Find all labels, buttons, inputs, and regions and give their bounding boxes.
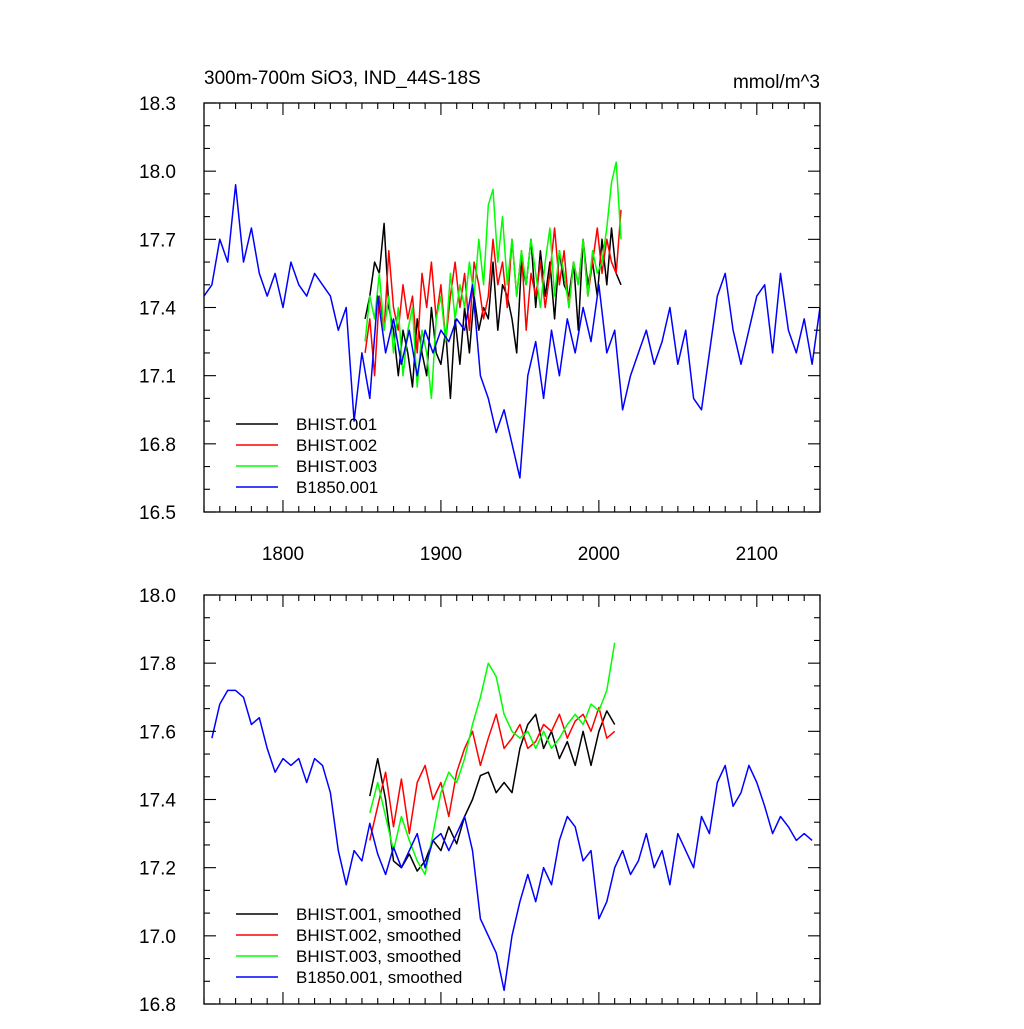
y-tick-label: 17.1 <box>139 367 176 388</box>
y-tick-label: 16.5 <box>139 503 176 524</box>
series-line-2-4 <box>211 689 813 992</box>
series-line-1-2 <box>364 209 622 377</box>
legend-label: BHIST.003, smoothed <box>296 947 461 966</box>
x-tick-label: 1900 <box>420 544 462 565</box>
x-tick-label: 1800 <box>262 544 304 565</box>
series-line-2-3 <box>369 642 616 876</box>
y-tick-label: 16.8 <box>139 435 176 456</box>
legend-label: BHIST.001 <box>296 415 377 434</box>
y-tick-label: 17.4 <box>139 791 176 812</box>
legend-label: BHIST.002 <box>296 436 377 455</box>
y-tick-label: 18.0 <box>139 162 176 183</box>
legend-label: B1850.001, smoothed <box>296 968 462 987</box>
y-tick-label: 17.7 <box>139 230 176 251</box>
x-tick-label: 2000 <box>578 544 620 565</box>
y-tick-label: 17.8 <box>139 654 176 675</box>
chart-title: 300m-700m SiO3, IND_44S-18S <box>204 68 481 89</box>
chart-units: mmol/m^3 <box>733 72 820 93</box>
y-tick-label: 17.4 <box>139 299 176 320</box>
series-line-1-4 <box>204 184 820 479</box>
legend-label: BHIST.001, smoothed <box>296 905 461 924</box>
series-line-1-3 <box>364 161 622 400</box>
y-tick-label: 17.2 <box>139 859 176 880</box>
y-tick-label: 18.3 <box>139 94 176 115</box>
series-line-1-1 <box>364 222 622 400</box>
legend-label: BHIST.002, smoothed <box>296 926 461 945</box>
series-line-2-2 <box>369 706 616 841</box>
y-tick-label: 16.8 <box>139 995 176 1016</box>
legend-label: B1850.001 <box>296 478 378 497</box>
x-tick-label: 2100 <box>736 544 778 565</box>
series-line-2-1 <box>369 710 616 872</box>
y-tick-label: 18.0 <box>139 586 176 607</box>
chart-panel-2: 16.8 17.0 17.2 17.4 17.6 17.8 18.0 BHIST.001, s… <box>139 586 821 1016</box>
chart-panel-1: 1800 1900 2000 2100 16.5 16.8 17.1 17.4 17.7 18.0… <box>139 68 821 565</box>
legend-label: BHIST.003 <box>296 457 377 476</box>
y-tick-label: 17.0 <box>139 927 176 948</box>
y-tick-label: 17.6 <box>139 722 176 743</box>
